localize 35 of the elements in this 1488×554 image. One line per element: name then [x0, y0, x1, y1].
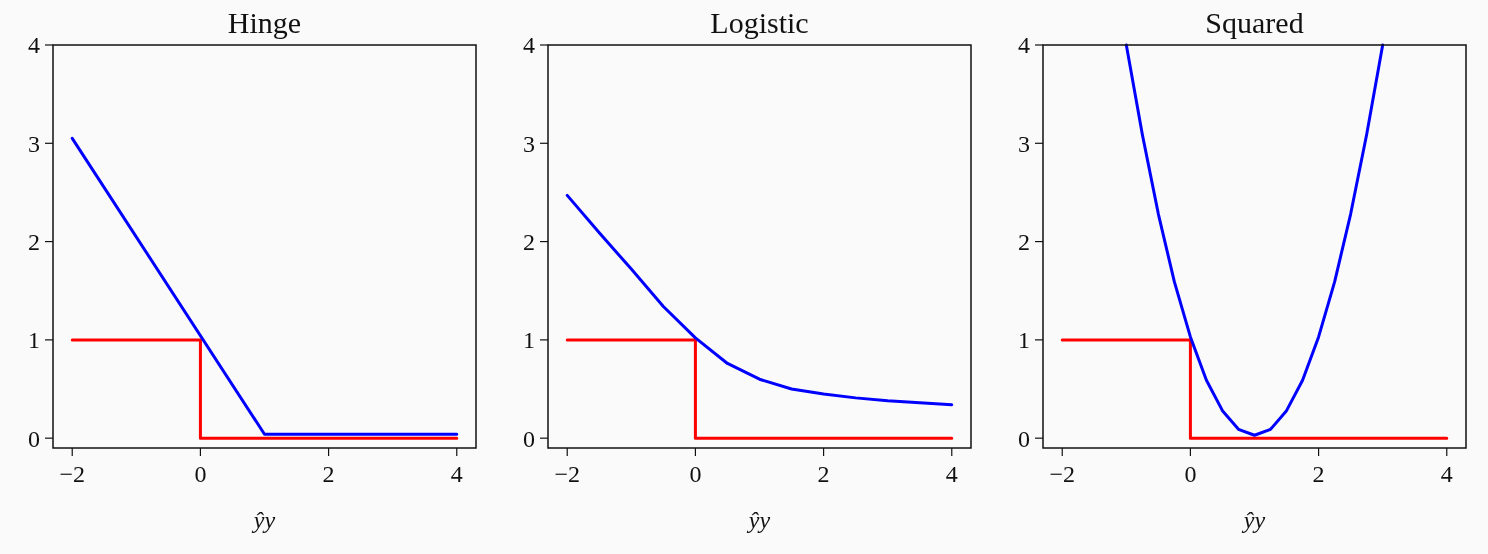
- y-tick-label: 3: [523, 130, 535, 157]
- x-axis-title: ŷy: [251, 507, 276, 533]
- x-axis-title: ŷy: [746, 507, 771, 533]
- chart-title: Logistic: [710, 6, 809, 39]
- chart-title: Squared: [1205, 6, 1304, 39]
- y-tick-label: 3: [1018, 130, 1030, 157]
- x-tick-label: 2: [1312, 461, 1325, 487]
- x-tick-label: 4: [450, 461, 463, 487]
- x-tick-label: −2: [554, 461, 580, 487]
- y-tick-label: 1: [28, 327, 40, 354]
- y-tick-label: 4: [523, 32, 535, 59]
- y-tick-label: 2: [1018, 228, 1030, 255]
- line-series: [1124, 43, 1385, 437]
- x-tick-label: 0: [194, 461, 207, 487]
- x-tick-label: 2: [322, 461, 335, 487]
- y-tick-label: 0: [1018, 425, 1030, 452]
- line-series: [565, 193, 954, 407]
- x-tick-label: 4: [1440, 461, 1453, 487]
- x-tick-label: 4: [945, 461, 958, 487]
- x-tick-label: 0: [689, 461, 702, 487]
- y-tick-label: 4: [28, 32, 40, 59]
- y-tick-label: 0: [28, 425, 40, 452]
- y-tick-label: 1: [523, 327, 535, 354]
- x-tick-label: 0: [1184, 461, 1197, 487]
- y-tick-label: 0: [523, 425, 535, 452]
- y-tick-label: 2: [523, 228, 535, 255]
- chart-title: Hinge: [227, 6, 302, 39]
- x-axis-title: ŷy: [1241, 507, 1266, 533]
- y-tick-label: 4: [1018, 32, 1030, 59]
- x-tick-label: 2: [817, 461, 830, 487]
- x-tick-label: −2: [1049, 461, 1075, 487]
- x-tick-label: −2: [59, 461, 85, 487]
- y-tick-label: 1: [1018, 327, 1030, 354]
- y-tick-label: 2: [28, 228, 40, 255]
- y-tick-label: 3: [28, 130, 40, 157]
